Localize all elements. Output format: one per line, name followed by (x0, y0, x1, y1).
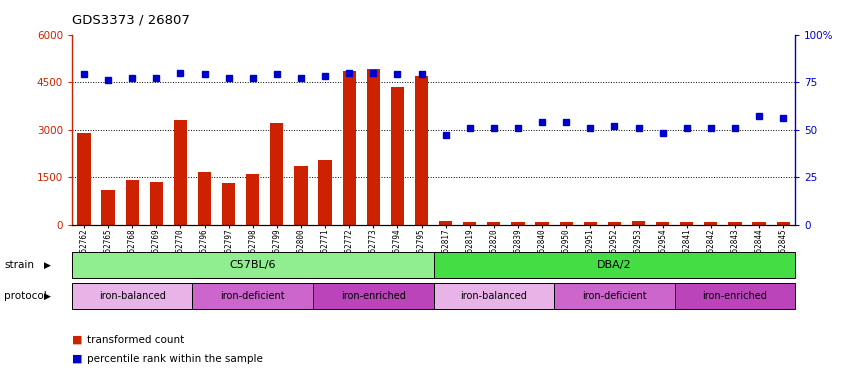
Text: C57BL/6: C57BL/6 (229, 260, 276, 270)
Bar (173, 120, 187, 225)
Bar (343, 71, 356, 225)
Bar (607, 222, 621, 225)
Bar (511, 222, 525, 225)
Bar (150, 182, 163, 225)
Bar (77, 133, 91, 225)
Bar (415, 76, 428, 225)
Bar (246, 174, 260, 225)
Bar (777, 222, 790, 225)
Bar (728, 222, 742, 225)
Bar (366, 70, 380, 225)
Bar (632, 220, 645, 225)
Text: ■: ■ (72, 354, 82, 364)
Bar (680, 222, 694, 225)
Bar (198, 172, 212, 225)
Bar (536, 222, 549, 225)
Bar (318, 160, 332, 225)
Text: iron-balanced: iron-balanced (99, 291, 166, 301)
Bar (752, 222, 766, 225)
Text: strain: strain (4, 260, 34, 270)
Text: GDS3373 / 26807: GDS3373 / 26807 (72, 13, 190, 26)
Bar (487, 222, 501, 225)
Text: transformed count: transformed count (87, 335, 184, 345)
Bar (463, 222, 476, 225)
Bar (559, 222, 573, 225)
Bar (222, 184, 235, 225)
Bar (656, 222, 669, 225)
Bar (125, 180, 139, 225)
Text: ▶: ▶ (44, 261, 51, 270)
Text: percentile rank within the sample: percentile rank within the sample (87, 354, 263, 364)
Text: iron-deficient: iron-deficient (221, 291, 285, 301)
Text: iron-balanced: iron-balanced (460, 291, 527, 301)
Bar (102, 190, 115, 225)
Bar (270, 123, 283, 225)
Text: ■: ■ (72, 335, 82, 345)
Text: iron-enriched: iron-enriched (702, 291, 767, 301)
Text: DBA/2: DBA/2 (597, 260, 632, 270)
Text: ▶: ▶ (44, 291, 51, 301)
Bar (704, 222, 717, 225)
Text: iron-enriched: iron-enriched (341, 291, 406, 301)
Bar (584, 222, 597, 225)
Bar (391, 87, 404, 225)
Bar (439, 221, 453, 225)
Text: iron-deficient: iron-deficient (582, 291, 646, 301)
Bar (294, 166, 308, 225)
Text: protocol: protocol (4, 291, 47, 301)
